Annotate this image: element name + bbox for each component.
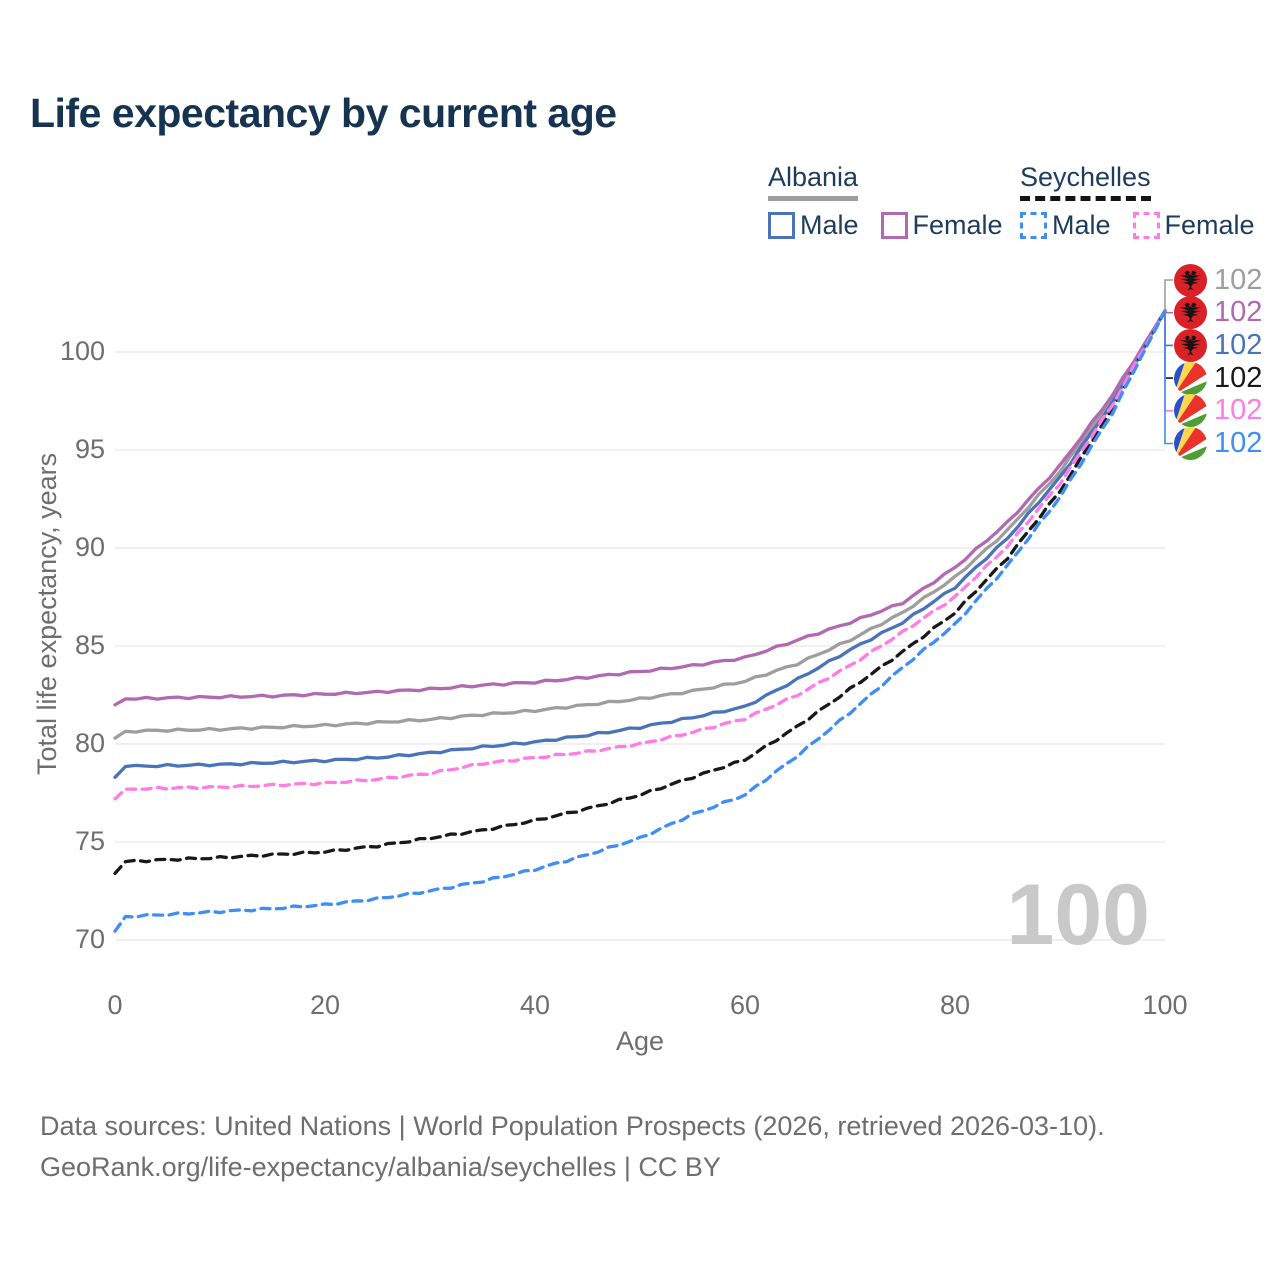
seychelles-flag-icon (1174, 362, 1207, 395)
footer-data-sources: Data sources: United Nations | World Pop… (40, 1111, 1105, 1141)
albania-female-swatch-icon (880, 212, 908, 239)
seychelles-flag-icon (1174, 394, 1207, 427)
legend-label-seychelles-male: Male (1052, 210, 1111, 240)
age-counter-watermark: 100 (1006, 867, 1151, 963)
end-value: 102 (1214, 361, 1263, 394)
y-tick-70: 70 (74, 924, 105, 954)
legend-country-seychelles: Seychelles (1020, 162, 1151, 201)
albania-flag-icon (1174, 329, 1207, 362)
end-label-albania-male: 102 (1174, 328, 1262, 362)
legend-item-seychelles-female[interactable]: Female (1132, 210, 1255, 241)
series-line-albania-male (113, 309, 1167, 779)
seychelles-female-swatch-icon (1132, 212, 1160, 239)
y-tick-100: 100 (59, 336, 105, 366)
end-value: 102 (1214, 427, 1263, 459)
x-tick-80: 80 (939, 990, 971, 1020)
x-tick-60: 60 (729, 990, 761, 1020)
legend-label-seychelles-female: Female (1164, 210, 1255, 240)
series-line-seychelles-female (113, 309, 1167, 801)
leader-line-albania-male (1164, 310, 1173, 347)
footer-attribution: GeoRank.org/life-expectancy/albania/seyc… (40, 1152, 721, 1182)
footer: Data sources: United Nations | World Pop… (40, 1106, 1105, 1188)
end-label-seychelles-female: 102 (1174, 394, 1262, 428)
seychelles-male-swatch-icon (1020, 212, 1047, 239)
leader-line-seychelles-male (1164, 310, 1173, 445)
x-tick-0: 0 (107, 990, 123, 1020)
legend-label-albania-male: Male (800, 210, 859, 240)
page-title: Life expectancy by current age (30, 90, 617, 136)
end-value: 102 (1214, 263, 1263, 296)
albania-flag-icon (1174, 296, 1207, 329)
albania-flag-icon (1174, 264, 1207, 297)
leader-line-seychelles-both-sexes (1164, 310, 1173, 379)
series-line-albania-female (113, 309, 1167, 707)
y-tick-85: 85 (74, 630, 105, 660)
series-line-albania-both-sexes (113, 309, 1167, 740)
leader-line-seychelles-female (1164, 310, 1173, 412)
series-line-seychelles-male (113, 309, 1167, 933)
legend-country-albania: Albania (768, 162, 859, 201)
end-value: 102 (1214, 394, 1263, 427)
end-value: 102 (1214, 328, 1263, 361)
seychelles-flag-icon (1174, 427, 1207, 460)
legend-group-seychelles: Seychelles Male Female (1020, 162, 1255, 241)
end-value: 102 (1214, 296, 1263, 329)
legend-group-albania: Albania Male Female (768, 162, 1003, 241)
y-tick-75: 75 (74, 826, 105, 856)
legend-items-seychelles: Male Female (1020, 210, 1255, 241)
end-label-albania-female: 102 (1174, 296, 1262, 330)
y-tick-95: 95 (74, 434, 105, 464)
series-line-seychelles-both-sexes (113, 309, 1167, 876)
y-tick-80: 80 (74, 728, 105, 758)
x-axis-title: Age (615, 1026, 665, 1056)
y-axis-title: Total life expectancy, years (32, 452, 62, 775)
legend-items-albania: Male Female (768, 210, 1003, 241)
leader-line-albania-both-sexes (1164, 279, 1173, 311)
end-label-seychelles-male: 102 (1174, 427, 1262, 461)
end-label-seychelles-both-sexes: 102 (1174, 361, 1262, 395)
albania-male-swatch-icon (768, 212, 795, 239)
x-tick-20: 20 (309, 990, 341, 1020)
legend-label-albania-female: Female (912, 210, 1003, 240)
legend-item-seychelles-male[interactable]: Male (1020, 210, 1111, 241)
x-tick-100: 100 (1142, 990, 1188, 1020)
legend-item-albania-female[interactable]: Female (880, 210, 1003, 241)
legend-item-albania-male[interactable]: Male (768, 210, 859, 241)
end-label-albania-both-sexes: 102 (1174, 263, 1262, 297)
y-tick-90: 90 (74, 532, 105, 562)
x-tick-40: 40 (519, 990, 551, 1020)
